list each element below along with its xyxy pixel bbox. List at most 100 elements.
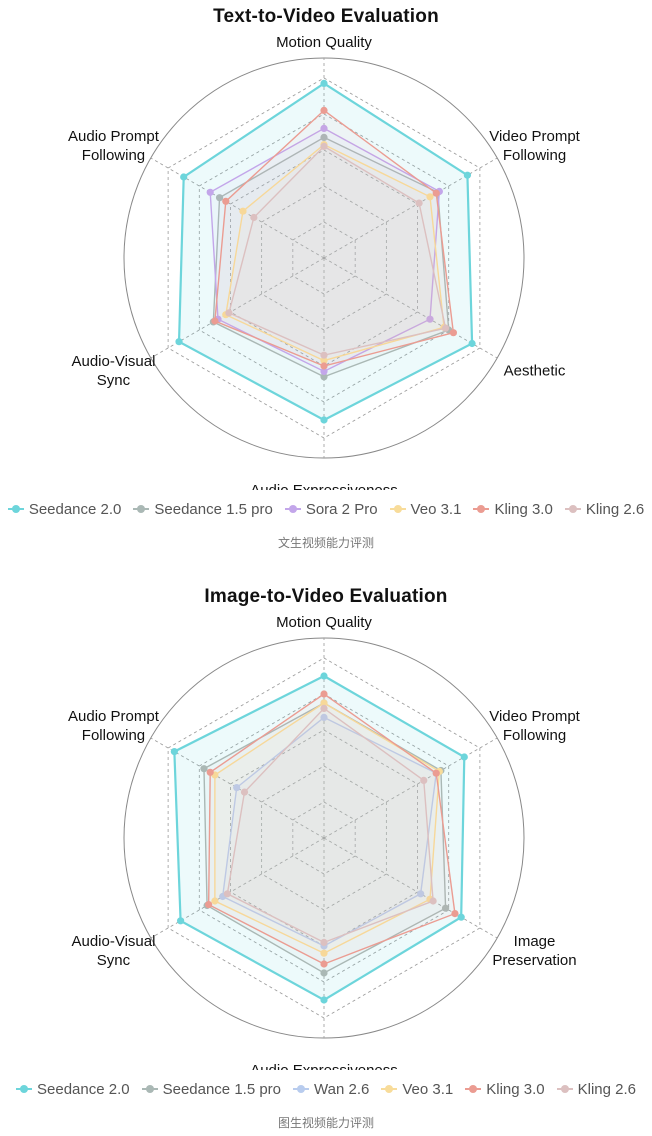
data-point	[463, 171, 472, 179]
data-point	[320, 938, 328, 946]
legend-item-sora-2-pro: Sora 2 Pro	[284, 500, 378, 518]
axis-label: Motion Quality	[276, 614, 372, 631]
legend-label: Veo 3.1	[402, 1080, 454, 1098]
series-kling-2-6	[223, 704, 437, 946]
legend-label: Sora 2 Pro	[305, 500, 378, 518]
data-point	[176, 917, 185, 925]
chart-caption: 文生视频能力评测	[277, 536, 374, 550]
legend-item-kling-3-0: Kling 3.0	[465, 1080, 545, 1098]
data-point	[320, 133, 328, 141]
data-point	[320, 996, 328, 1004]
data-point	[320, 713, 328, 721]
data-point	[175, 338, 183, 346]
legend-swatch	[141, 1084, 158, 1094]
data-point	[441, 324, 450, 332]
axis-label: Motion Quality	[276, 34, 372, 51]
axis-label: Image Preservation	[492, 933, 576, 969]
data-point	[320, 416, 328, 424]
radar-chart-text-to-video: Motion Quality Video Prompt Following Aesth…	[68, 34, 581, 490]
legend-swatch	[133, 504, 150, 514]
data-point	[320, 960, 328, 968]
chart-title: Image-to-Video Evaluation	[204, 586, 448, 607]
legend-item-seedance-2-0: Seedance 2.0	[16, 1081, 130, 1098]
data-point	[429, 897, 437, 905]
legend-swatch	[465, 1084, 482, 1094]
legend-label: Kling 2.6	[577, 1080, 636, 1098]
axis-label: Audio Prompt Following	[68, 708, 160, 744]
data-point	[415, 199, 423, 207]
legend: Seedance 2.0 Seedance 1.5 pro Wan 2.6 Veo 3…	[0, 1078, 652, 1100]
legend-item-kling-2-6: Kling 2.6	[564, 500, 645, 518]
legend-label: Kling 2.6	[585, 500, 645, 518]
legend-label: Seedance 1.5 pro	[162, 1080, 282, 1098]
data-point	[170, 748, 178, 756]
data-point	[200, 765, 208, 773]
axis-label: Audio-Visual Sync	[71, 933, 155, 969]
data-point	[468, 339, 476, 348]
data-point	[239, 207, 247, 215]
data-point	[320, 351, 328, 359]
data-point	[205, 901, 213, 909]
data-point	[320, 124, 328, 132]
data-point	[320, 357, 328, 365]
text-to-video-panel: Text-to-Video Evaluation Motion Quality V…	[7, 6, 645, 550]
legend-item-kling-2-6: Kling 2.6	[556, 1080, 636, 1098]
data-point	[320, 690, 328, 698]
data-point	[250, 213, 258, 222]
axis-label: Video Prompt Following	[489, 128, 580, 164]
series-kling-2-6	[225, 142, 450, 359]
legend-item-seedance-2-0: Seedance 2.0	[7, 501, 121, 518]
legend-item-kling-3-0: Kling 3.0	[473, 500, 553, 518]
axis-label: Aesthetic	[504, 363, 566, 380]
data-point	[460, 753, 468, 761]
legend-label: Kling 3.0	[494, 500, 553, 518]
series-kling-3-0	[211, 106, 457, 370]
legend-swatch	[7, 504, 24, 514]
data-point	[432, 189, 440, 197]
data-point	[206, 188, 214, 196]
radar-chart-image-to-video: Motion Quality Video Prompt Following Image…	[68, 614, 581, 1070]
data-point	[320, 672, 328, 680]
legend-item-veo-3-1: Veo 3.1	[381, 1081, 453, 1098]
legend-swatch	[293, 1084, 310, 1094]
axis-label: Audio Prompt Following	[68, 128, 160, 164]
data-point	[320, 367, 328, 375]
data-point	[240, 788, 249, 796]
legend-label: Seedance 1.5 pro	[154, 500, 273, 518]
data-point	[457, 913, 465, 921]
data-point	[451, 910, 459, 918]
axis-label: Audio Expressiveness	[250, 482, 398, 490]
legend-swatch	[16, 1084, 33, 1094]
legend-item-seedance-1-5-pro: Seedance 1.5 pro	[133, 500, 273, 518]
legend-label: Veo 3.1	[410, 500, 462, 518]
legend-label: Kling 3.0	[486, 1080, 545, 1098]
data-point	[320, 373, 328, 381]
series-veo-3-1	[222, 141, 448, 365]
legend-swatch	[556, 1084, 573, 1094]
data-point	[420, 776, 428, 784]
legend-swatch	[473, 504, 490, 514]
legend-swatch	[564, 504, 581, 514]
axis-label: Video Prompt Following	[489, 708, 580, 744]
axis-label: Audio-Visual Sync	[71, 353, 155, 389]
data-point	[426, 193, 434, 201]
data-point	[223, 890, 231, 898]
data-point	[233, 784, 241, 792]
data-point	[215, 194, 224, 202]
data-point	[206, 768, 214, 776]
data-point	[225, 309, 233, 317]
data-point	[320, 949, 328, 957]
data-point	[417, 890, 425, 898]
data-point	[211, 317, 219, 325]
legend-item-seedance-1-5-pro: Seedance 1.5 pro	[141, 1080, 282, 1098]
chart-caption: 图生视频能力评测	[277, 1116, 374, 1130]
data-point	[320, 142, 328, 150]
data-point	[320, 79, 328, 87]
legend-label: Wan 2.6	[314, 1080, 370, 1098]
data-point	[320, 699, 328, 707]
data-point	[449, 329, 457, 337]
data-point	[211, 897, 219, 905]
data-point	[441, 904, 450, 912]
image-to-video-panel: Image-to-Video Evaluation Motion Quality…	[0, 580, 652, 1136]
